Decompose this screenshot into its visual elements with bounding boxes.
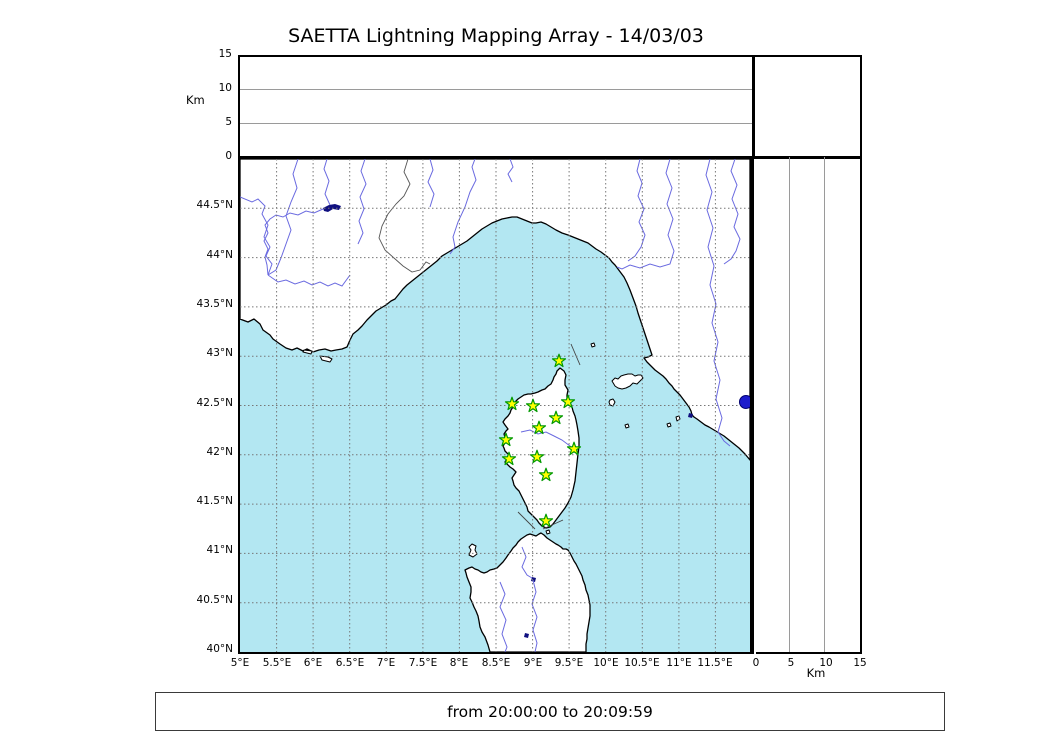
river [240,196,273,276]
landmass [464,532,591,652]
tick-label: 15 [853,657,867,669]
river [357,159,367,245]
river [263,208,324,276]
lma-station-star [566,441,582,456]
tick-label: 0 [225,150,232,162]
route-line [542,519,564,530]
tick-label: 5°E [230,657,250,669]
lma-station-star [529,449,545,464]
island [319,355,333,363]
map-canvas [240,159,750,652]
tick-label: 43°N [206,347,233,359]
page-title: SAETTA Lightning Mapping Array - 14/03/0… [288,25,704,47]
altitude-gridline-5km [240,123,752,124]
lma-station-star [498,432,514,447]
lake [688,413,693,418]
altitude-gridline-5km-v [789,157,790,652]
tick-label: 42°N [206,446,233,458]
tick-label: 44.5°N [196,199,233,211]
tick-label: 44°N [206,249,233,261]
river [723,159,741,265]
river [267,159,299,276]
tick-label: 7.5°E [408,657,438,669]
lma-station-star [538,513,554,528]
altitude-lat-panel [756,157,862,654]
lake [524,633,529,638]
tick-label: 15 [218,48,232,60]
lma-station-star [501,451,517,466]
tick-label: 8°E [449,657,469,669]
lma-station-star [548,410,564,425]
river [427,159,435,208]
tick-label: 42.5°N [196,397,233,409]
lma-station-star [538,467,554,482]
tick-label: 40.5°N [196,594,233,606]
island [675,415,681,422]
river [267,274,351,287]
river [499,581,508,652]
tick-label: 11.5°E [697,657,733,669]
route-line [570,343,581,366]
tick-label: 6°E [303,657,323,669]
river [531,579,538,652]
tick-label: 11°E [666,657,692,669]
tick-label: 8.5°E [481,657,511,669]
tick-label: 10 [819,657,833,669]
time-range-box: from 20:00:00 to 20:09:59 [155,692,945,731]
lma-station-star [504,396,520,411]
tick-label: 5.5°E [262,657,292,669]
island [302,349,313,355]
lma-station-star [560,394,576,409]
corner-panel [752,55,862,159]
tick-label: 9.5°E [554,657,584,669]
country-border [378,159,431,273]
tick-label: 6.5°E [335,657,365,669]
river [520,429,575,450]
lake [531,577,536,582]
lake-bolsena-dot [739,395,750,409]
river [507,159,514,183]
tick-label: 0 [752,657,760,669]
tick-label: 40°N [206,643,233,655]
tick-label: 41°N [206,544,233,556]
tick-label: 5 [787,657,795,669]
tick-label: 10.5°E [624,657,660,669]
island [468,543,478,558]
route-line [517,511,536,530]
altitude-axis-label: Km [186,93,205,107]
tick-label: 10°E [593,657,619,669]
landmass [502,367,580,529]
river [627,159,646,262]
map-panel [238,157,754,654]
tick-label: 10 [218,82,232,94]
tick-label: 41.5°N [196,495,233,507]
tick-label: 5 [225,116,232,128]
lma-station-star [525,398,541,413]
island [666,422,672,428]
river [323,159,331,206]
altitude-gridline-10km-v [824,157,825,652]
time-range-text: from 20:00:00 to 20:09:59 [447,702,653,721]
panel-border [756,157,860,159]
tick-label: 7°E [376,657,396,669]
altitude-lon-panel [238,55,754,159]
tick-label: 43.5°N [196,298,233,310]
lma-station-star [551,353,567,368]
river [705,159,731,447]
river [449,159,477,255]
tick-label: 9°E [523,657,543,669]
island [545,529,551,535]
island [590,342,596,348]
km-axis-label: Km [806,666,826,680]
lma-station-star [531,420,547,435]
landmass [240,159,750,461]
island [624,423,630,429]
altitude-gridline-10km [240,89,752,90]
